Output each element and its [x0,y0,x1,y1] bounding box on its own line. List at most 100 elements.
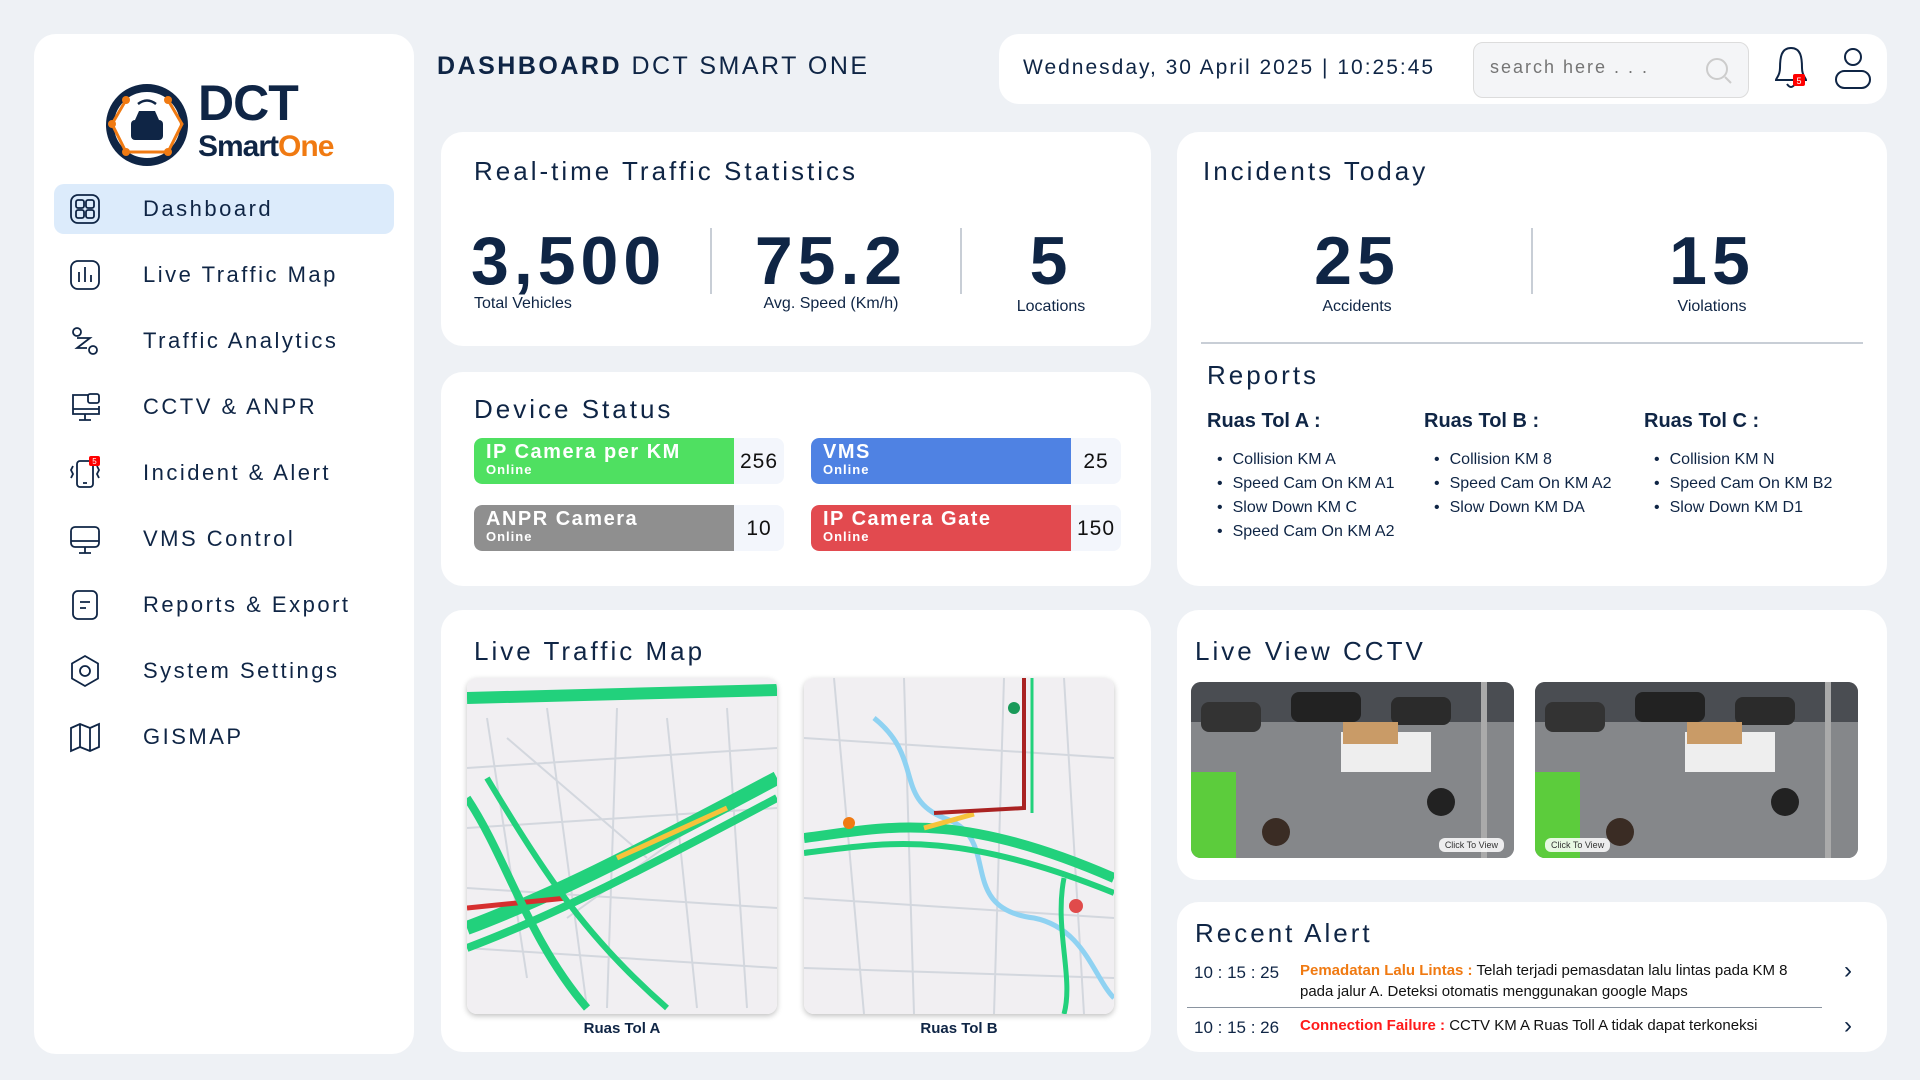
search-icon[interactable] [1704,56,1734,86]
sidebar-item-incident-alert[interactable]: 5 Incident & Alert [54,448,394,498]
avg-speed-label: Avg. Speed (Km/h) [763,295,899,312]
car-logo-icon [106,84,188,166]
click-to-view-button[interactable]: Click To View [1545,838,1611,852]
recent-alert-card: Recent Alert 10 : 15 : 25 Pemadatan Lalu… [1177,902,1887,1052]
map-icon [70,722,100,753]
user-profile-icon[interactable] [1831,44,1875,92]
alert-message: Telah terjadi pemasdatan lalu lintas pad… [1300,962,1788,1000]
sidebar-item-label: Reports & Export [143,592,351,617]
device-status: Online [823,529,870,544]
device-count: 256 [739,450,779,473]
header-bar: Wednesday, 30 April 2025 | 10:25:45 5 [999,34,1887,104]
accidents-label: Accidents [1322,298,1392,315]
dashboard-grid-icon [70,194,100,224]
brand-name: DCT [198,75,299,131]
cctv-feed[interactable]: Click To View [1535,682,1858,858]
document-icon [72,590,98,620]
card-title: Live Traffic Map [474,636,706,666]
report-item: Collision KM 8 [1424,448,1611,472]
bar-chart-icon [70,260,100,290]
divider [1201,342,1863,344]
monitor-icon [70,526,100,554]
report-item: Collision KM A [1207,448,1394,472]
alert-time: 10 : 15 : 25 [1194,963,1280,982]
divider [1187,1007,1822,1008]
divider [960,228,962,294]
search-input[interactable] [1490,57,1690,78]
sidebar-item-vms-control[interactable]: VMS Control [54,514,394,564]
report-group-title: Ruas Tol A : [1207,410,1321,432]
sidebar-item-reports-export[interactable]: Reports & Export [54,580,394,630]
card-title: Incidents Today [1203,156,1429,186]
device-status-item: IP Camera Gate Online 150 [811,505,1121,551]
live-traffic-map-card: Live Traffic Map Ruas Tol A Ruas Tol B [441,610,1151,1052]
divider [1531,228,1533,294]
report-item: Speed Cam On KM A1 [1207,472,1395,496]
map-label: Ruas Tol B [920,1020,998,1037]
alert-type: Pemadatan Lalu Lintas : [1300,962,1473,979]
live-view-cctv-card: Live View CCTV Click To View Click To Vi… [1177,610,1887,880]
report-item: Slow Down KM D1 [1644,496,1832,520]
page-title: DASHBOARD DCT SMART ONE [437,52,870,80]
bell-icon[interactable]: 5 [1771,44,1811,92]
map-label: Ruas Tol A [583,1020,661,1037]
map-ruas-tol-b[interactable] [804,678,1114,1014]
sidebar-item-traffic-analytics[interactable]: Traffic Analytics [54,316,394,366]
click-to-view-button[interactable]: Click To View [1438,838,1504,852]
device-status-item: ANPR Camera Online 10 [474,505,784,551]
sidebar-item-label: GISMAP [143,724,244,749]
report-item: Slow Down KM DA [1424,496,1611,520]
sidebar-item-cctv-anpr[interactable]: CCTV & ANPR [54,382,394,432]
report-item: Slow Down KM C [1207,496,1394,520]
locations-value: 5 [1029,223,1073,299]
search-box[interactable] [1473,42,1749,98]
device-name: ANPR Camera [486,508,639,530]
card-title: Live View CCTV [1195,636,1426,666]
device-name: IP Camera Gate [823,508,992,530]
monitor-camera-icon [72,393,100,421]
report-group-title: Ruas Tol B : [1424,410,1540,432]
alert-time: 10 : 15 : 26 [1194,1018,1280,1037]
map-ruas-tol-a[interactable] [467,678,777,1014]
locations-label: Locations [1016,298,1086,315]
sidebar-item-system-settings[interactable]: System Settings [54,646,394,696]
cctv-feed[interactable]: Click To View [1191,682,1514,858]
sidebar: DCT SmartOne Dashboard Live Traffic Map … [34,34,414,1054]
report-item: Speed Cam On KM A2 [1207,520,1395,544]
device-count: 10 [746,517,772,540]
sidebar-item-live-traffic-map[interactable]: Live Traffic Map [54,250,394,300]
sidebar-item-label: CCTV & ANPR [143,394,318,419]
device-status-item: VMS Online 25 [811,438,1121,484]
sidebar-item-dashboard[interactable]: Dashboard [54,184,394,234]
device-status: Online [823,462,870,477]
incidents-card: Incidents Today 25 Accidents 15 Violatio… [1177,132,1887,586]
device-count: 150 [1076,517,1116,540]
sidebar-item-gismap[interactable]: GISMAP [54,712,394,762]
datetime: Wednesday, 30 April 2025 | 10:25:45 [1023,56,1436,79]
chevron-right-icon[interactable]: › [1844,1012,1852,1039]
svg-text:5: 5 [1796,76,1801,86]
reports-title: Reports [1207,360,1320,390]
alert-item[interactable]: 10 : 15 : 25 Pemadatan Lalu Lintas : Tel… [1194,957,1854,1004]
phone-vibrate-icon: 5 [69,456,101,488]
sidebar-item-label: Traffic Analytics [143,328,339,353]
accidents-value: 25 [1314,223,1400,299]
card-title: Real-time Traffic Statistics [474,156,859,186]
alert-item[interactable]: 10 : 15 : 26 Connection Failure : CCTV K… [1194,1012,1854,1039]
report-group-title: Ruas Tol C : [1644,410,1760,432]
avg-speed-value: 75.2 [754,223,908,299]
route-icon [72,327,98,355]
device-name: VMS [823,441,871,463]
report-list: Collision KM ASpeed Cam On KM A1Slow Dow… [1207,448,1395,544]
logo: DCT SmartOne [104,68,364,188]
report-item: Speed Cam On KM A2 [1424,472,1612,496]
divider [710,228,712,294]
chevron-right-icon[interactable]: › [1844,957,1852,984]
sidebar-item-label: Incident & Alert [143,460,331,485]
report-item: Speed Cam On KM B2 [1644,472,1833,496]
violations-label: Violations [1677,298,1747,315]
device-name: IP Camera per KM [486,441,681,463]
total-vehicles-value: 3,500 [471,223,667,299]
alert-message: CCTV KM A Ruas Toll A tidak dapat terkon… [1449,1017,1758,1034]
device-status: Online [486,529,533,544]
